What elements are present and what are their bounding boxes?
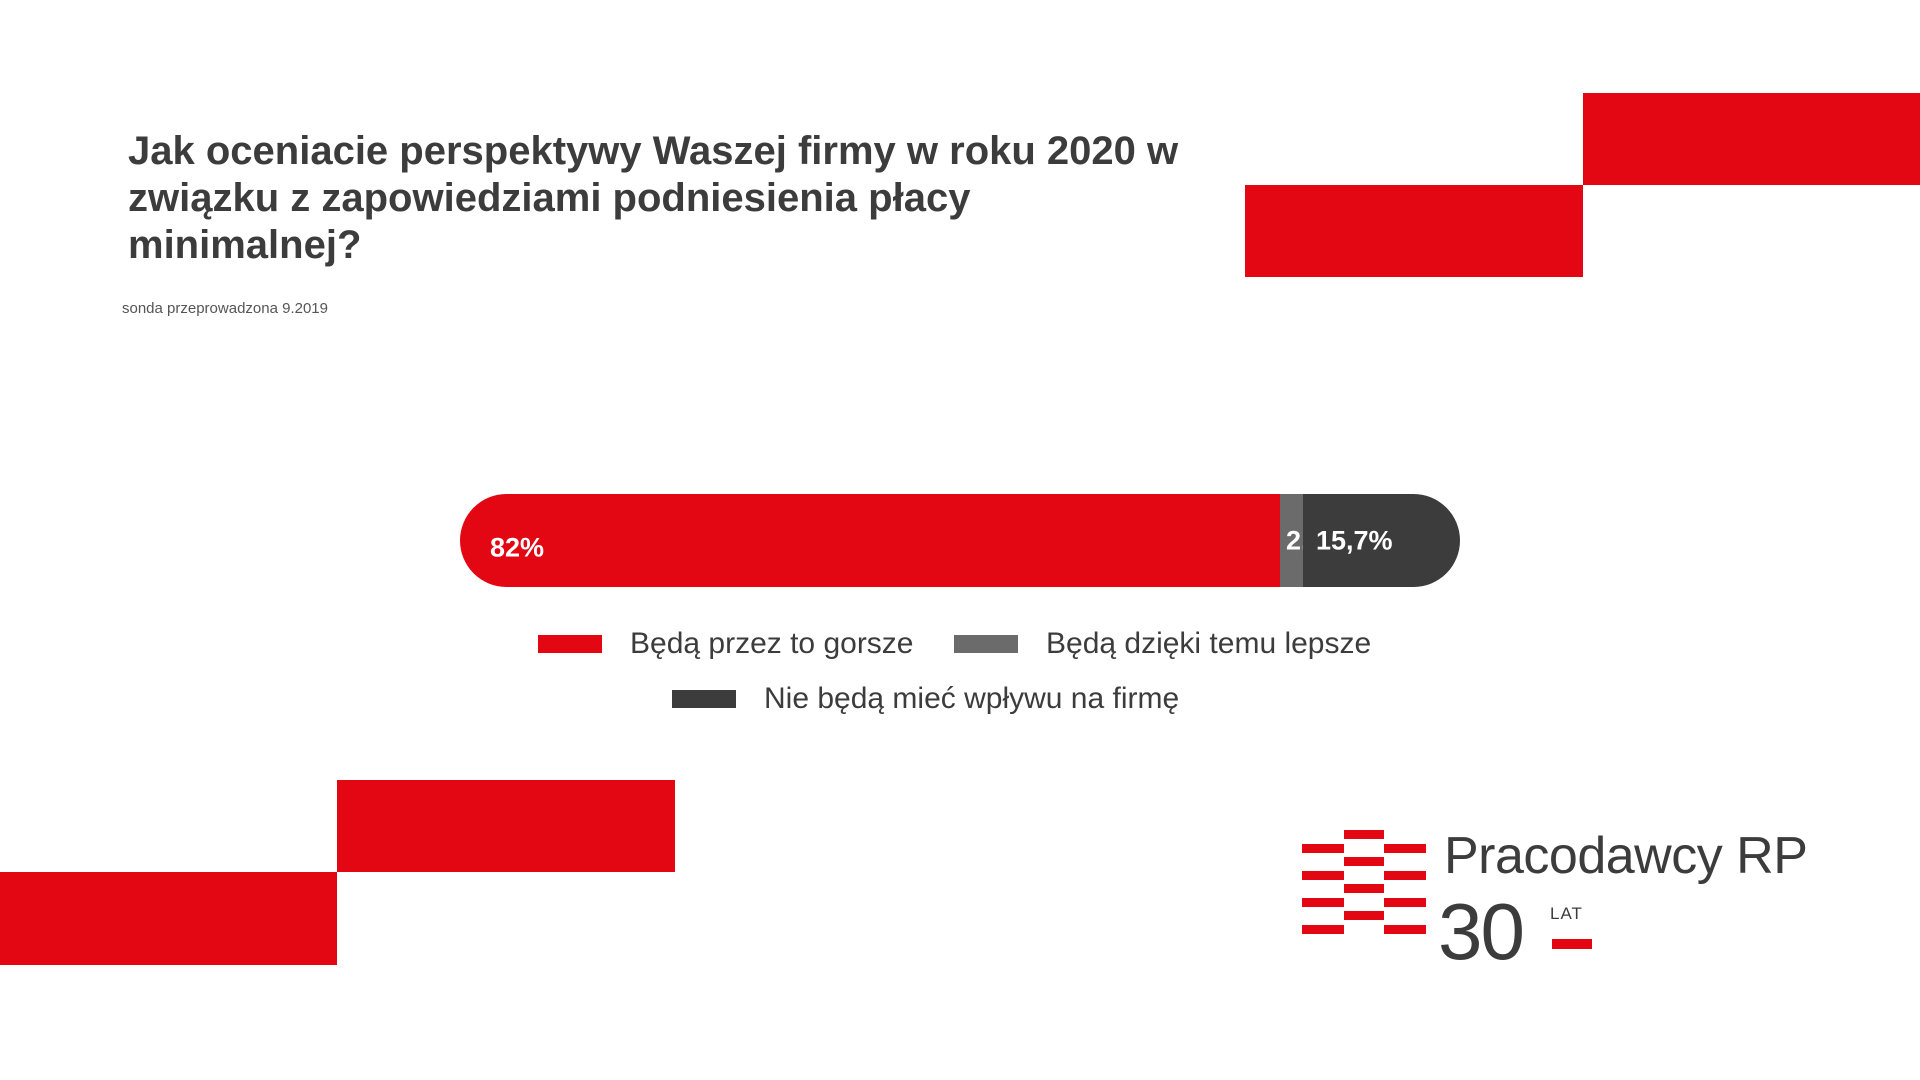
legend-label-1: Będą przez to gorsze [630,627,914,660]
pracodawcy-rp-logo: Pracodawcy RP 30 LAT [1302,827,1822,976]
legend-item-1: Będą przez to gorsze [538,627,914,661]
logo-number: 30 [1438,887,1525,976]
bar-data-label-1: 82% [490,532,545,563]
decor-block-top-right-upper [1583,93,1920,185]
logo-dash [1552,939,1592,949]
legend-item-2: Będą dzięki temu lepsze [954,627,1371,661]
legend-swatch-2 [954,635,1018,653]
decor-block-top-right-lower [1245,185,1583,277]
stacked-bar-chart: 82% 2,3%15,7% [460,494,1460,587]
bar-data-label-3: 15,7% [1316,525,1393,555]
legend-label-3: Nie będą mieć wpływu na firmę [764,682,1180,715]
bar-segment-1: 82% [460,494,1280,587]
logo-stripes-icon [1302,830,1426,934]
decor-block-bottom-left-upper [337,780,675,872]
logo-suffix: LAT [1550,904,1583,923]
bar-segment-3: 15,7% [1303,494,1460,587]
chart-subtitle: sonda przeprowadzona 9.2019 [122,300,328,317]
chart-title: Jak oceniacie perspektywy Waszej firmy w… [128,129,1179,267]
stacked-bar: 82% 2,3%15,7% [460,494,1460,587]
legend-swatch-1 [538,635,602,653]
decor-block-bottom-left-lower [0,872,337,965]
legend-item-3: Nie będą mieć wpływu na firmę [672,682,1179,716]
legend-swatch-3 [672,690,736,708]
bar-segment-2: 2,3% [1280,494,1348,587]
legend-label-2: Będą dzięki temu lepsze [1046,627,1372,660]
logo-name: Pracodawcy RP [1444,827,1808,885]
